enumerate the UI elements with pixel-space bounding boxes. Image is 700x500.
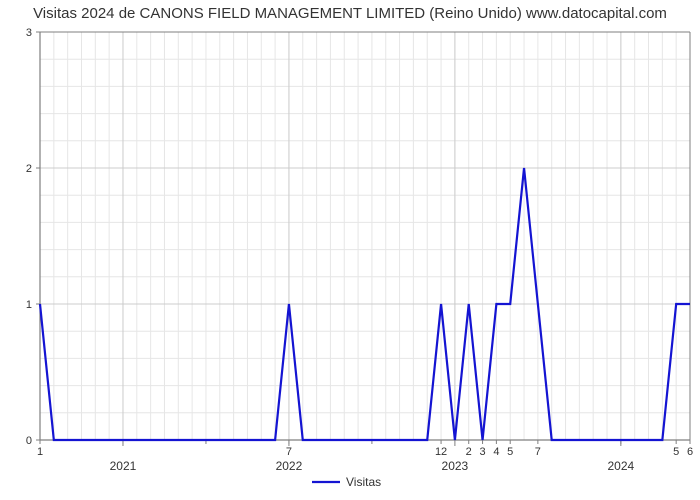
x-major-label: 2021 [110, 459, 137, 473]
x-minor-label: 12 [435, 446, 447, 458]
x-minor-label: 7 [535, 446, 541, 458]
y-tick-label: 0 [26, 435, 32, 447]
x-minor-label: 6 [687, 446, 693, 458]
x-major-label: 2023 [442, 459, 469, 473]
x-minor-label: 5 [507, 446, 513, 458]
x-minor-label: 5 [673, 446, 679, 458]
visits-chart: Visitas 2024 de CANONS FIELD MANAGEMENT … [0, 0, 700, 500]
x-minor-label: 1 [37, 446, 43, 458]
y-tick-label: 1 [26, 299, 32, 311]
x-minor-label: 7 [286, 446, 292, 458]
y-tick-label: 3 [26, 27, 32, 39]
x-major-label: 2024 [607, 459, 634, 473]
x-minor-label: 3 [479, 446, 485, 458]
chart-title: Visitas 2024 de CANONS FIELD MANAGEMENT … [33, 5, 667, 22]
y-tick-label: 2 [26, 163, 32, 175]
legend-label: Visitas [346, 475, 381, 489]
x-minor-label: 2 [466, 446, 472, 458]
x-major-label: 2022 [276, 459, 303, 473]
x-minor-label: 4 [493, 446, 499, 458]
